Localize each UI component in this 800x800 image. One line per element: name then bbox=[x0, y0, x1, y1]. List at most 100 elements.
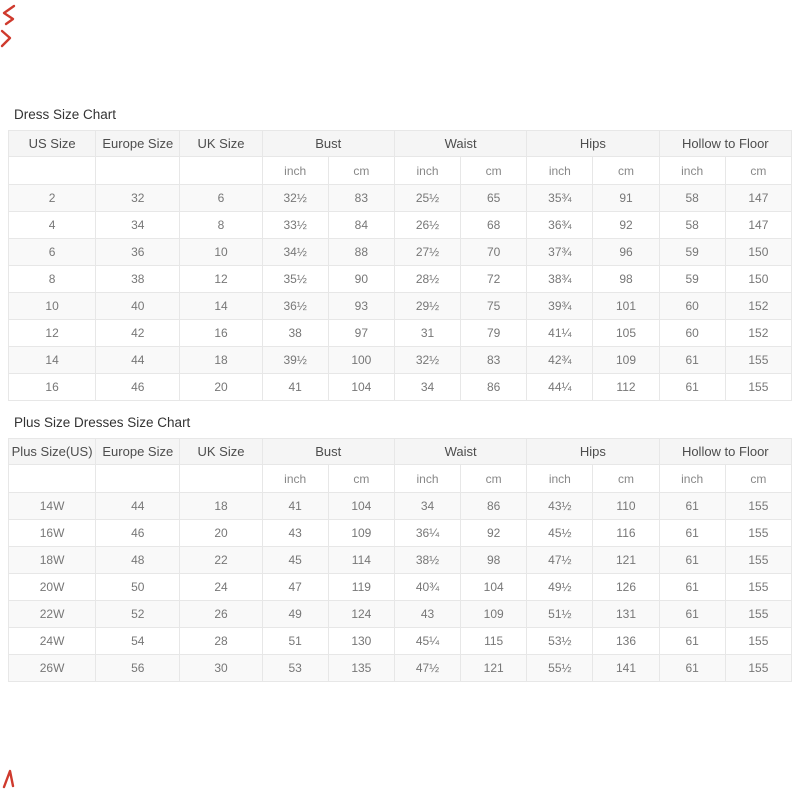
table-cell: 36¼ bbox=[393, 519, 462, 547]
table-cell: 119 bbox=[327, 573, 395, 601]
table-cell: 56 bbox=[95, 654, 181, 682]
table-cell: 22W bbox=[7, 600, 97, 628]
table-row: 10 40 14 36½ 93 29½ 75 39¾ 101 60 152 bbox=[7, 292, 793, 320]
table-cell: 26½ bbox=[393, 211, 462, 239]
table-cell: 28½ bbox=[393, 265, 462, 293]
table-cell: 124 bbox=[327, 600, 395, 628]
unit-cell-inch: inch bbox=[261, 156, 329, 185]
unit-cell-inch: inch bbox=[393, 156, 462, 185]
table-cell: 55½ bbox=[526, 654, 594, 682]
table-cell: 12 bbox=[179, 265, 263, 293]
unit-cell-inch: inch bbox=[393, 464, 462, 493]
table-cell: 104 bbox=[327, 373, 395, 401]
table-cell: 38¾ bbox=[526, 265, 594, 293]
table-cell: 45¼ bbox=[393, 627, 462, 655]
unit-cell-cm: cm bbox=[327, 464, 395, 493]
table-cell: 36¾ bbox=[526, 211, 594, 239]
table-cell: 65 bbox=[460, 184, 528, 212]
table-row: 14 44 18 39½ 100 32½ 83 42¾ 109 61 155 bbox=[7, 346, 793, 374]
table-cell: 18 bbox=[179, 492, 263, 520]
table-cell: 61 bbox=[658, 546, 726, 574]
col-header-waist: Waist bbox=[393, 438, 528, 465]
unit-cell-cm: cm bbox=[460, 156, 528, 185]
table-cell: 47 bbox=[261, 573, 329, 601]
unit-cell-cm: cm bbox=[724, 156, 793, 185]
col-header-hips: Hips bbox=[526, 130, 660, 157]
table-cell: 109 bbox=[460, 600, 528, 628]
table-cell: 20W bbox=[7, 573, 97, 601]
unit-cell-cm: cm bbox=[327, 156, 395, 185]
table-cell: 34 bbox=[95, 211, 181, 239]
table-cell: 100 bbox=[327, 346, 395, 374]
table-cell: 105 bbox=[592, 319, 660, 347]
table-cell: 61 bbox=[658, 627, 726, 655]
unit-cell-inch: inch bbox=[261, 464, 329, 493]
table-cell: 136 bbox=[592, 627, 660, 655]
table-cell: 98 bbox=[592, 265, 660, 293]
table-cell: 98 bbox=[460, 546, 528, 574]
table-cell: 109 bbox=[592, 346, 660, 374]
table-cell: 90 bbox=[327, 265, 395, 293]
size-chart-section: Dress Size Chart US Size Europe Size UK … bbox=[7, 107, 793, 682]
table-cell: 58 bbox=[658, 184, 726, 212]
table-cell: 68 bbox=[460, 211, 528, 239]
table-cell: 26 bbox=[179, 600, 263, 628]
table-row: 6 36 10 34½ 88 27½ 70 37¾ 96 59 150 bbox=[7, 238, 793, 266]
dress-size-chart-table: US Size Europe Size UK Size Bust Waist H… bbox=[7, 130, 793, 401]
table-cell: 155 bbox=[724, 519, 793, 547]
col-header-hollow-to-floor: Hollow to Floor bbox=[658, 438, 793, 465]
table-row: 20W 50 24 47 119 40¾ 104 49½ 126 61 155 bbox=[7, 573, 793, 601]
table-cell: 41 bbox=[261, 492, 329, 520]
table-cell: 8 bbox=[7, 265, 97, 293]
table-cell: 16W bbox=[7, 519, 97, 547]
table-cell: 114 bbox=[327, 546, 395, 574]
table-cell: 92 bbox=[592, 211, 660, 239]
table-cell: 60 bbox=[658, 292, 726, 320]
table-cell: 6 bbox=[7, 238, 97, 266]
empty-cell bbox=[7, 464, 97, 493]
table-cell: 58 bbox=[658, 211, 726, 239]
table-cell: 155 bbox=[724, 346, 793, 374]
table-cell: 42¾ bbox=[526, 346, 594, 374]
table-cell: 50 bbox=[95, 573, 181, 601]
table-cell: 61 bbox=[658, 573, 726, 601]
table-cell: 20 bbox=[179, 373, 263, 401]
table-cell: 97 bbox=[327, 319, 395, 347]
table-cell: 101 bbox=[592, 292, 660, 320]
table-cell: 34 bbox=[393, 373, 462, 401]
table-cell: 84 bbox=[327, 211, 395, 239]
table-cell: 32½ bbox=[393, 346, 462, 374]
table-cell: 52 bbox=[95, 600, 181, 628]
table-cell: 49½ bbox=[526, 573, 594, 601]
table-cell: 116 bbox=[592, 519, 660, 547]
table-cell: 33½ bbox=[261, 211, 329, 239]
table-cell: 14 bbox=[179, 292, 263, 320]
table-row: 4 34 8 33½ 84 26½ 68 36¾ 92 58 147 bbox=[7, 211, 793, 239]
col-header-bust: Bust bbox=[261, 130, 395, 157]
unit-cell-inch: inch bbox=[658, 156, 726, 185]
table-cell: 43½ bbox=[526, 492, 594, 520]
table-cell: 6 bbox=[179, 184, 263, 212]
table-row: 12 42 16 38 97 31 79 41¼ 105 60 152 bbox=[7, 319, 793, 347]
table-cell: 91 bbox=[592, 184, 660, 212]
table-cell: 88 bbox=[327, 238, 395, 266]
table-cell: 38 bbox=[95, 265, 181, 293]
table-cell: 18 bbox=[179, 346, 263, 374]
col-header-hollow-to-floor: Hollow to Floor bbox=[658, 130, 793, 157]
table-cell: 31 bbox=[393, 319, 462, 347]
table-cell: 32 bbox=[95, 184, 181, 212]
table-cell: 121 bbox=[460, 654, 528, 682]
unit-cell-cm: cm bbox=[724, 464, 793, 493]
table-cell: 130 bbox=[327, 627, 395, 655]
table-row: 24W 54 28 51 130 45¼ 115 53½ 136 61 155 bbox=[7, 627, 793, 655]
plus-size-chart-title: Plus Size Dresses Size Chart bbox=[14, 415, 191, 430]
table-cell: 35½ bbox=[261, 265, 329, 293]
empty-cell bbox=[179, 156, 263, 185]
table-row: 18W 48 22 45 114 38½ 98 47½ 121 61 155 bbox=[7, 546, 793, 574]
table-cell: 54 bbox=[95, 627, 181, 655]
table-cell: 41¼ bbox=[526, 319, 594, 347]
red-edge-mark-top-2 bbox=[0, 29, 12, 48]
table-cell: 45½ bbox=[526, 519, 594, 547]
col-header-waist: Waist bbox=[393, 130, 528, 157]
table-cell: 39½ bbox=[261, 346, 329, 374]
